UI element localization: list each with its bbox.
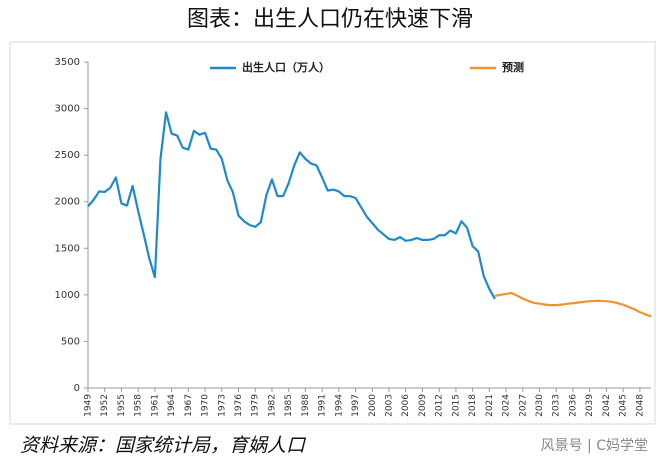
x-tick-label: 2027 — [518, 394, 528, 417]
x-tick-label: 1976 — [234, 394, 244, 417]
x-tick-label: 2012 — [435, 394, 445, 417]
x-tick-label: 1952 — [100, 394, 110, 417]
x-tick-label: 1970 — [201, 394, 211, 417]
x-tick-label: 2006 — [401, 394, 411, 417]
y-tick-label: 1500 — [55, 243, 80, 254]
x-tick-label: 2042 — [602, 394, 612, 417]
x-tick-label: 2045 — [619, 394, 629, 417]
series-line — [87, 111, 496, 300]
x-tick-label: 2039 — [585, 394, 595, 417]
x-tick-label: 2036 — [568, 394, 578, 417]
x-tick-label: 2003 — [385, 394, 395, 417]
x-tick-label: 1955 — [117, 394, 127, 417]
x-tick-label: 1988 — [301, 394, 311, 417]
legend-label: 预测 — [502, 60, 524, 74]
x-tick-label: 1991 — [318, 394, 328, 417]
x-tick-label: 2024 — [502, 394, 512, 417]
y-tick-label: 3000 — [55, 104, 80, 115]
x-tick-label: 2015 — [451, 394, 461, 417]
x-tick-label: 2030 — [535, 394, 545, 417]
x-tick-label: 2000 — [368, 394, 378, 417]
x-tick-label: 1964 — [167, 394, 177, 417]
x-tick-label: 2009 — [418, 394, 428, 417]
y-tick-label: 1000 — [55, 290, 80, 301]
x-tick-label: 1949 — [84, 394, 94, 417]
watermark: 风景号 | C妈学堂 — [541, 438, 648, 454]
legend-label: 出生人口（万人） — [242, 60, 330, 74]
plot: 0 500 1000 1500 2000 2500 3000 3500 1949 1952 1955… — [55, 57, 652, 417]
x-tick-label: 2021 — [485, 394, 495, 417]
y-tick-label: 500 — [61, 336, 80, 347]
x-tick-label: 1997 — [351, 394, 361, 417]
x-tick-label: 1958 — [134, 394, 144, 417]
x-tick-label: 2018 — [468, 394, 478, 417]
x-tick-label: 1961 — [150, 394, 160, 417]
x-tick-label: 1994 — [334, 394, 344, 417]
y-tick-label: 0 — [74, 383, 80, 394]
x-tick-label: 1982 — [267, 394, 277, 417]
y-tick-label: 2500 — [55, 150, 80, 161]
series-line — [494, 291, 652, 318]
x-tick-label: 2048 — [635, 394, 645, 417]
y-tick-label: 3500 — [55, 57, 80, 68]
x-tick-label: 1973 — [217, 394, 227, 417]
x-tick-label: 2033 — [552, 394, 562, 417]
x-tick-label: 1979 — [251, 394, 261, 417]
x-tick-label: 1967 — [184, 394, 194, 417]
y-tick-label: 2000 — [55, 197, 80, 208]
chart-title: 图表：出生人口仍在快速下滑 — [187, 7, 473, 32]
source: 资料来源：国家统计局，育娲人口 — [20, 435, 307, 457]
x-tick-label: 1985 — [284, 394, 294, 417]
chart-frame — [9, 41, 656, 425]
